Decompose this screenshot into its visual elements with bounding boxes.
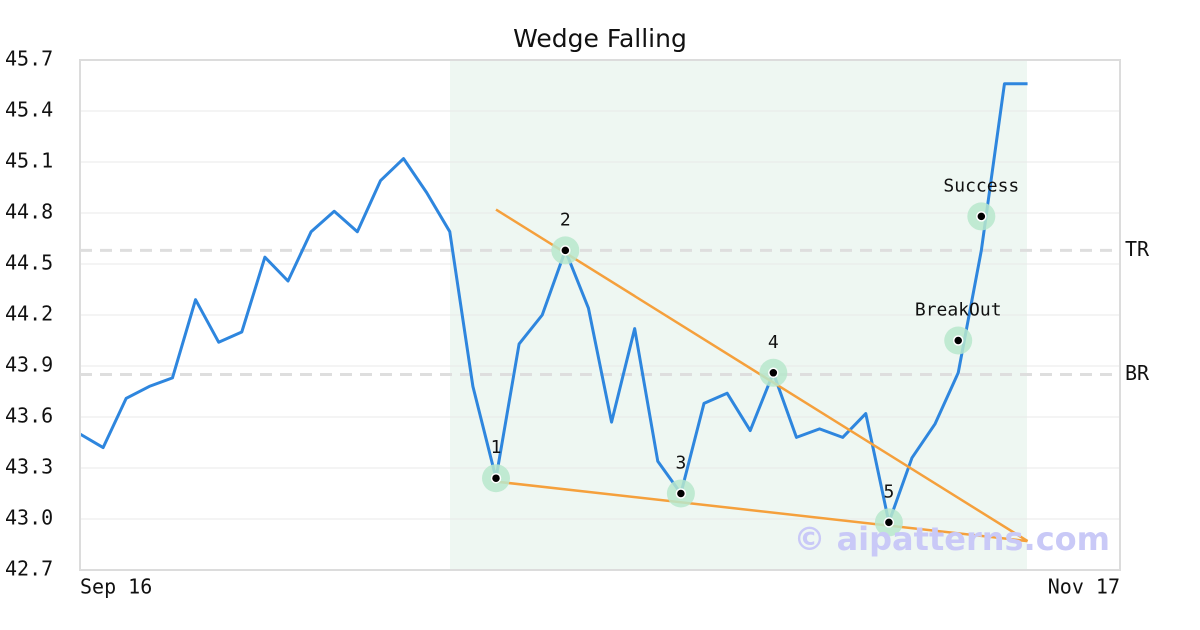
pivot-point (883, 517, 895, 528)
pivot-label: Success (943, 175, 1019, 196)
y-tick-label: 44.2 (5, 302, 53, 326)
reference-label: BR (1125, 361, 1150, 385)
y-tick-label: 43.3 (5, 455, 53, 479)
x-tick-label: Sep 16 (80, 575, 152, 599)
pivot-label: 4 (768, 332, 779, 353)
price-line (79, 82, 1028, 524)
y-tick-label: 42.7 (5, 557, 53, 581)
y-tick-label: 43.6 (5, 404, 53, 428)
pivot-label: BreakOut (915, 300, 1002, 321)
pivot-label: 1 (491, 437, 502, 458)
chart-title: Wedge Falling (513, 24, 687, 53)
y-tick-label: 43.0 (5, 506, 53, 530)
watermark: © aipatterns.com (793, 520, 1110, 558)
y-tick-label: 44.8 (5, 200, 53, 224)
y-tick-label: 44.5 (5, 251, 53, 275)
pivot-point (768, 367, 779, 379)
pivot-point (976, 211, 987, 222)
y-tick-label: 45.7 (5, 47, 53, 71)
y-tick-label: 43.9 (5, 353, 53, 377)
y-tick-label: 45.4 (5, 98, 53, 122)
pivot-label: 5 (883, 481, 894, 502)
pivot-point (560, 245, 571, 256)
x-tick-label: Nov 17 (1048, 575, 1120, 599)
trendline (495, 480, 1028, 543)
plot-layer: 1 2 3 4 5 BreakOut Success (79, 82, 1029, 543)
plot-frame (79, 59, 1121, 571)
pivot-point (952, 335, 964, 346)
pivot-point (490, 472, 502, 484)
reference-label: TR (1125, 237, 1150, 261)
pivot-label: 2 (560, 209, 571, 230)
pivot-point (675, 488, 687, 499)
y-tick-label: 45.1 (5, 149, 53, 173)
pivot-label: 3 (675, 453, 686, 474)
